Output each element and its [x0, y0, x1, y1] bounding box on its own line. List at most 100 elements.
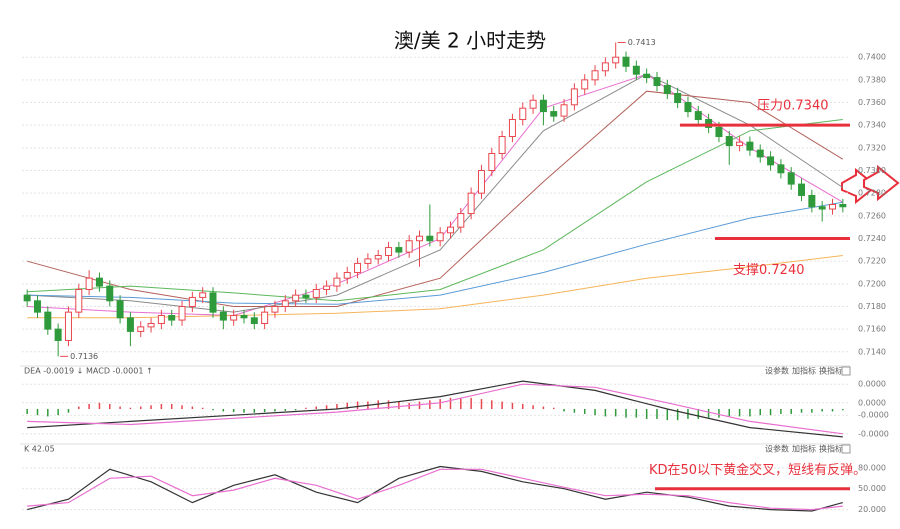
y-tick-label: 50.000 [858, 484, 886, 493]
moving-average [27, 201, 843, 305]
level-label: 压力0.7340 [757, 99, 829, 114]
y-tick-label: -0.0000 [858, 411, 889, 420]
kd-line [27, 465, 843, 512]
candle-body [219, 311, 227, 321]
toolbar-button[interactable]: 加指标 [792, 444, 816, 454]
candle-body [343, 271, 351, 279]
candle-body [261, 311, 269, 324]
candle-body [467, 192, 475, 215]
y-tick-label: 0.7140 [858, 347, 886, 356]
candle-body [209, 292, 217, 313]
toolbar-button[interactable]: 设参数 [765, 366, 789, 376]
candle-body [591, 70, 599, 81]
candle-body [829, 203, 837, 210]
y-tick-label: 20.000 [858, 505, 886, 514]
y-tick-label: 0.7220 [858, 257, 886, 266]
candle-body [808, 194, 816, 208]
candle-body [271, 305, 279, 313]
candle-body [622, 56, 630, 67]
candle-body [756, 149, 764, 158]
close-button[interactable] [841, 366, 851, 376]
toolbar-button[interactable]: 换指标 [819, 366, 843, 376]
moving-average [27, 73, 844, 313]
candle-body [570, 88, 578, 106]
candle-body [188, 296, 196, 307]
y-tick-label: 0.7300 [858, 166, 886, 175]
candle-body [663, 85, 671, 94]
candle-body [240, 315, 248, 319]
candle-body [529, 99, 537, 109]
candle-body [157, 315, 165, 324]
candle-body [777, 164, 785, 174]
y-tick-label: 0.7180 [858, 302, 886, 311]
candle-body [33, 300, 41, 313]
candle-body [581, 79, 589, 90]
candle-body [230, 315, 238, 321]
candle-body [385, 247, 393, 256]
candle-body [715, 126, 723, 138]
candle-body [292, 294, 300, 302]
candle-body [705, 119, 713, 128]
candle-body [147, 322, 155, 328]
candle-body [395, 247, 403, 253]
candle-body [436, 232, 444, 242]
candle-body [477, 170, 485, 194]
candle-body [405, 240, 413, 253]
candle-body [798, 183, 806, 196]
annotation: 0.7136 [70, 352, 98, 361]
candle-body [106, 285, 114, 302]
candle-body [323, 285, 331, 290]
candle-body [767, 156, 775, 166]
candle-body [746, 141, 754, 151]
kd-line [27, 468, 843, 511]
candle-body [116, 300, 124, 319]
y-tick-label: 0.0000 [858, 380, 886, 389]
y-tick-label: 0.7400 [858, 53, 886, 62]
candle-body [508, 119, 516, 138]
candle-body [519, 107, 527, 121]
candle-body [818, 206, 826, 210]
candle-body [23, 294, 31, 302]
candle-body [250, 317, 258, 324]
candle-body [416, 235, 424, 242]
y-tick-label: 0.7320 [858, 143, 886, 152]
candle-body [44, 311, 52, 330]
close-button[interactable] [841, 444, 851, 454]
candle-body [178, 305, 186, 321]
candle-body [312, 288, 320, 298]
toolbar-button[interactable]: 换指标 [819, 444, 843, 454]
candle-body [302, 294, 310, 298]
candle-body [550, 111, 558, 117]
toolbar-button[interactable]: 加指标 [792, 366, 816, 376]
candle-body [539, 99, 547, 113]
indicator-header: MACD -0.0001 ↑ [86, 367, 153, 376]
candle-body [643, 73, 651, 79]
candle-body [560, 104, 568, 117]
candle-body [457, 213, 465, 228]
candle-body [612, 56, 620, 64]
candle-body [684, 102, 692, 113]
candle-body [674, 92, 682, 104]
candle-body [498, 136, 506, 155]
macd-line [27, 383, 843, 435]
candle-body [85, 277, 93, 290]
kd-annotation: KD在50以下黄金交叉，短线有反弹。 [649, 462, 866, 478]
moving-average [27, 90, 844, 307]
indicator-header: DEA -0.0019 ↓ [24, 367, 83, 376]
candle-body [199, 292, 207, 298]
y-tick-label: 0.7200 [858, 279, 886, 288]
candle-body [137, 326, 145, 332]
candle-body [488, 153, 496, 172]
toolbar-button[interactable]: 设参数 [765, 444, 789, 454]
y-tick-label: 0.7280 [858, 189, 886, 198]
candle-body [839, 203, 847, 208]
candle-body [354, 262, 362, 273]
candle-body [426, 235, 434, 242]
candle-body [446, 226, 454, 234]
candle-body [95, 277, 103, 287]
candle-body [64, 311, 72, 341]
candle-body [725, 136, 733, 147]
y-tick-label: 0.7160 [858, 325, 886, 334]
